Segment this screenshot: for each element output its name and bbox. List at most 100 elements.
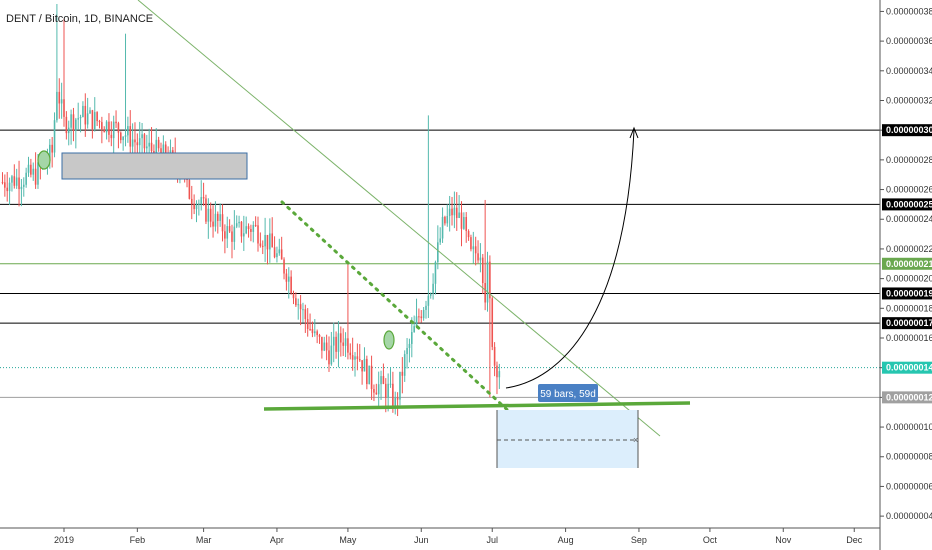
candle-body bbox=[51, 144, 53, 153]
candle-body bbox=[190, 198, 193, 204]
y-tick-label: 0.00000018 bbox=[886, 303, 932, 313]
candle-body bbox=[318, 335, 321, 337]
candle-body bbox=[37, 162, 39, 185]
price-tag bbox=[882, 124, 932, 137]
candle-body bbox=[15, 177, 18, 186]
candle-body bbox=[30, 164, 32, 175]
candle-body bbox=[432, 283, 434, 294]
candle-body bbox=[266, 234, 269, 250]
candle-body bbox=[437, 242, 439, 263]
candle-body bbox=[280, 249, 283, 260]
candle-body bbox=[498, 371, 501, 378]
candle-body bbox=[474, 246, 477, 254]
candle-body bbox=[18, 177, 20, 190]
price-tag bbox=[882, 317, 932, 330]
candle-body bbox=[162, 144, 165, 154]
y-tick-label: 0.00000022 bbox=[886, 244, 932, 254]
candle-body bbox=[304, 309, 307, 320]
drawings: × 59 bars, 59d bbox=[37, 0, 691, 468]
x-tick-label: Dec bbox=[846, 535, 863, 545]
candle-body bbox=[406, 347, 408, 355]
candle-body bbox=[224, 231, 226, 239]
candle-body bbox=[323, 342, 326, 351]
candle-body bbox=[202, 197, 205, 199]
candle-body bbox=[491, 298, 494, 347]
candle-body bbox=[164, 144, 167, 160]
candle-body bbox=[122, 136, 124, 141]
candle-body bbox=[110, 134, 113, 139]
candle-body bbox=[422, 309, 425, 319]
candle-body bbox=[58, 91, 61, 104]
candle-body bbox=[441, 216, 444, 239]
x-tick-label: Apr bbox=[270, 535, 284, 545]
candle-body bbox=[27, 164, 30, 173]
candle-body bbox=[351, 355, 354, 360]
candle-body bbox=[366, 358, 368, 385]
candle-body bbox=[347, 338, 349, 353]
candle-body bbox=[477, 253, 479, 261]
candle-body bbox=[86, 113, 89, 125]
candle-body bbox=[377, 384, 380, 395]
candle-body bbox=[420, 316, 423, 319]
price-tag bbox=[882, 198, 932, 211]
candle-body bbox=[278, 249, 281, 254]
candle-body bbox=[226, 226, 229, 239]
candle-body bbox=[271, 233, 274, 248]
measure-label: 59 bars, 59d bbox=[540, 389, 596, 400]
candle-body bbox=[448, 208, 451, 216]
measure-label-box bbox=[538, 384, 598, 402]
price-tag-label: 0.00000012 bbox=[886, 392, 932, 402]
candle-body bbox=[11, 176, 13, 183]
candle-body bbox=[112, 121, 115, 139]
candle-body bbox=[481, 257, 484, 284]
candle-body bbox=[382, 376, 385, 384]
chart-title: DENT / Bitcoin, 1D, BINANCE bbox=[6, 13, 153, 25]
candle-body bbox=[143, 134, 146, 149]
candle-body bbox=[117, 123, 120, 133]
candle-body bbox=[328, 350, 330, 365]
y-tick-label: 0.00000024 bbox=[886, 214, 932, 224]
x-axis: 2019 Feb Mar Apr May Jun Jul Aug Sep Oct Nov Dec bbox=[0, 527, 880, 545]
candle-body bbox=[467, 231, 470, 238]
candle-body bbox=[160, 148, 162, 154]
candle-body bbox=[463, 217, 465, 229]
candle-body bbox=[321, 336, 323, 351]
candle-body bbox=[8, 182, 11, 192]
candle-body bbox=[427, 295, 430, 306]
price-tag bbox=[882, 391, 932, 404]
candle-body bbox=[484, 283, 486, 303]
candle-body bbox=[316, 331, 318, 336]
x-tick-label: Feb bbox=[130, 535, 146, 545]
candle-body bbox=[446, 215, 449, 224]
x-tick-label: Oct bbox=[703, 535, 718, 545]
candle-body bbox=[75, 119, 77, 131]
candle-body bbox=[455, 207, 458, 218]
candle-body bbox=[439, 238, 441, 243]
candle-body bbox=[205, 198, 207, 222]
candle-body bbox=[134, 139, 136, 143]
candle-body bbox=[131, 139, 134, 147]
marker-ellipse bbox=[383, 330, 395, 350]
candle-body bbox=[252, 225, 255, 232]
y-axis: 0.00000004 0.00000006 0.00000008 0.00000010… bbox=[879, 0, 932, 550]
candle-body bbox=[489, 261, 491, 299]
measure-box bbox=[497, 410, 638, 468]
candle-body bbox=[245, 226, 247, 234]
candle-body bbox=[231, 231, 233, 242]
candle-body bbox=[408, 343, 411, 348]
measure-arrow-icon: × bbox=[633, 435, 638, 445]
candle-body bbox=[212, 221, 214, 227]
price-tag-label: 0.00000021 bbox=[886, 259, 932, 269]
candle-body bbox=[269, 233, 271, 250]
candle-body bbox=[493, 346, 496, 366]
candle-body bbox=[200, 197, 203, 204]
x-tick-label: Jun bbox=[414, 535, 429, 545]
candle-body bbox=[387, 383, 389, 398]
candle-body bbox=[451, 208, 453, 216]
y-tick-label: 0.00000020 bbox=[886, 274, 932, 284]
candle-body bbox=[458, 212, 460, 218]
candle-body bbox=[77, 118, 79, 120]
candle-body bbox=[193, 203, 195, 210]
arrow-head-icon bbox=[629, 126, 639, 139]
